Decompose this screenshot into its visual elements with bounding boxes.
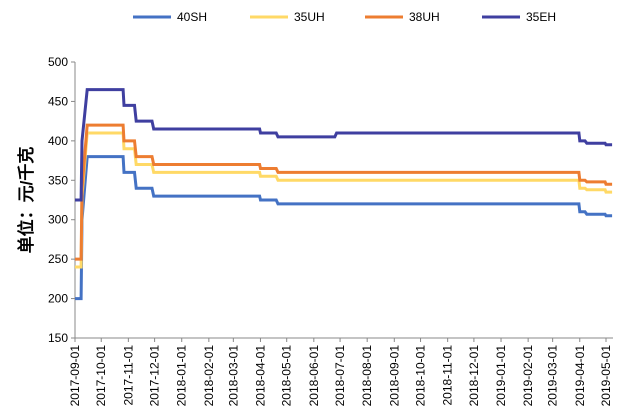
legend-label-35eh: 35EH bbox=[526, 10, 556, 24]
legend-label-40sh: 40SH bbox=[177, 10, 207, 24]
x-tick-label: 2018-02-01 bbox=[202, 345, 216, 407]
y-tick-label: 500 bbox=[48, 55, 68, 69]
legend: 40SH 35UH 38UH 35EH bbox=[133, 10, 556, 24]
x-tick-label: 2017-10-01 bbox=[94, 345, 108, 407]
y-axis-label: 单位：元/千克 bbox=[16, 147, 36, 254]
series-line-35eh bbox=[75, 88, 613, 202]
x-tick-label: 2019-02-01 bbox=[521, 345, 535, 407]
x-tick-label: 2017-12-01 bbox=[148, 345, 162, 407]
y-tick-labels: 150 200 250 300 350 400 450 500 bbox=[48, 55, 75, 345]
x-tick-label: 2018-08-01 bbox=[360, 345, 374, 407]
x-tick-label: 2018-04-01 bbox=[253, 345, 267, 407]
x-tick-label: 2018-12-01 bbox=[467, 345, 481, 407]
y-tick-label: 300 bbox=[48, 213, 68, 227]
y-tick-label: 450 bbox=[48, 94, 68, 108]
y-tick-label: 400 bbox=[48, 134, 68, 148]
x-tick-labels: 2017-09-01 2017-10-01 2017-11-01 2017-12-01… bbox=[68, 338, 613, 406]
x-tick-label: 2018-06-01 bbox=[307, 345, 321, 407]
y-tick-label: 350 bbox=[48, 173, 68, 187]
x-tick-label: 2018-01-01 bbox=[175, 345, 189, 407]
x-tick-label: 2018-11-01 bbox=[441, 345, 455, 406]
y-tick-label: 200 bbox=[48, 292, 68, 306]
x-tick-label: 2019-04-01 bbox=[573, 345, 587, 407]
x-tick-label: 2019-03-01 bbox=[546, 345, 560, 407]
x-tick-label: 2019-01-01 bbox=[494, 345, 508, 407]
series-line-38uh bbox=[75, 123, 613, 261]
y-tick-label: 250 bbox=[48, 252, 68, 266]
series-layer bbox=[75, 88, 613, 301]
x-tick-label: 2018-05-01 bbox=[280, 345, 294, 407]
x-tick-label: 2017-11-01 bbox=[121, 345, 135, 406]
x-tick-label: 2018-09-01 bbox=[387, 345, 401, 407]
x-tick-label: 2018-03-01 bbox=[226, 345, 240, 407]
x-tick-label: 2018-07-01 bbox=[333, 345, 347, 407]
x-tick-label: 2017-09-01 bbox=[68, 345, 82, 407]
y-tick-label: 150 bbox=[48, 331, 68, 345]
series-line-40sh bbox=[75, 155, 613, 301]
axes bbox=[74, 62, 613, 339]
x-tick-label: 2019-05-01 bbox=[599, 345, 613, 407]
y-axis-label-group: 单位：元/千克 bbox=[16, 147, 36, 254]
x-tick-label: 2018-10-01 bbox=[414, 345, 428, 407]
legend-label-38uh: 38UH bbox=[409, 10, 440, 24]
legend-label-35uh: 35UH bbox=[294, 10, 325, 24]
series-line-35uh bbox=[75, 131, 613, 269]
